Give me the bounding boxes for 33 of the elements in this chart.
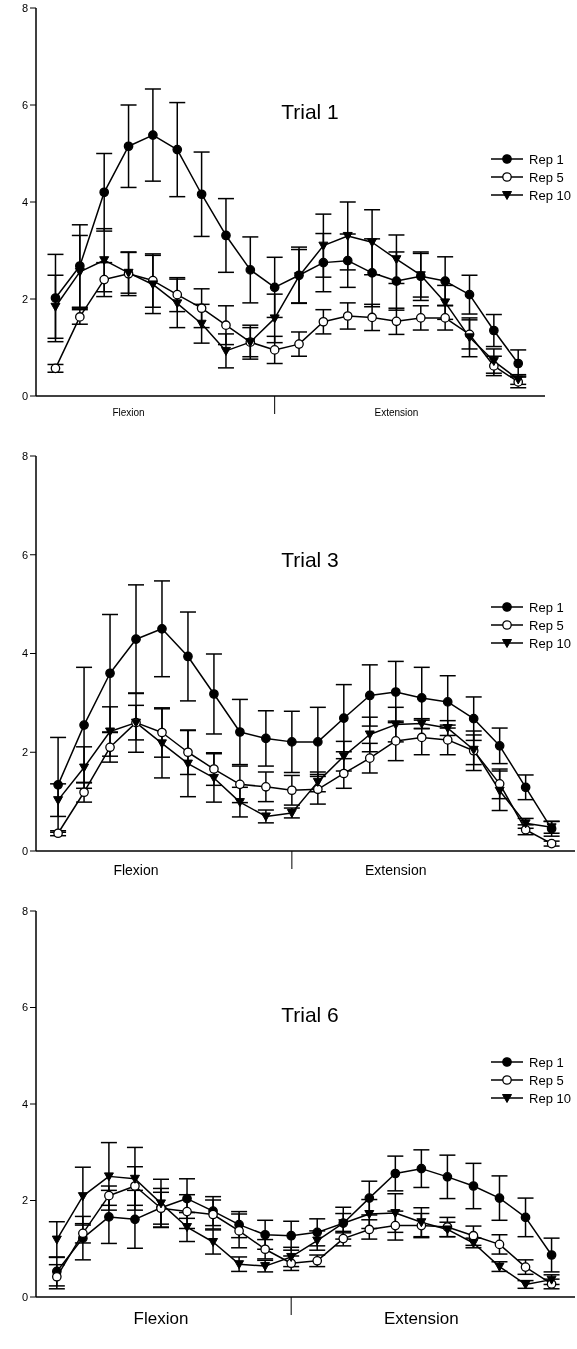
y-tick-label: 0	[21, 1290, 28, 1303]
y-tick-label: 2	[21, 1194, 28, 1207]
y-tick-label: 4	[21, 195, 28, 208]
legend-label: Rep 1	[529, 151, 564, 167]
y-tick-label: 0	[21, 389, 28, 402]
legend-label: Rep 5	[529, 169, 564, 185]
x-tick-label: Flexion	[113, 862, 159, 878]
y-tick-label: 6	[21, 548, 28, 561]
legend-label: Rep 5	[529, 617, 564, 633]
y-tick-label: 4	[21, 647, 28, 660]
text: Trial 3	[280, 548, 340, 572]
legend-label: Rep 5	[529, 1072, 564, 1088]
x-tick-label: Extension	[374, 407, 419, 418]
y-tick-label: 8	[21, 1, 28, 14]
x-tick-label: Flexion	[133, 1309, 189, 1328]
y-tick-label: 2	[21, 746, 28, 759]
x-tick-label: Extension	[365, 862, 427, 878]
y-tick-label: 0	[21, 844, 28, 857]
y-tick-label: 4	[21, 1097, 28, 1110]
text: Trial 6	[280, 1003, 340, 1027]
y-tick-label: 8	[21, 449, 28, 462]
legend-label: Rep 10	[529, 1090, 571, 1106]
legend-label: Rep 1	[529, 1054, 564, 1070]
legend-label: Rep 10	[529, 635, 571, 651]
text: Trial 1	[280, 100, 340, 124]
x-tick-label: Extension	[384, 1309, 459, 1328]
y-tick-label: 2	[21, 292, 28, 305]
y-tick-label: 6	[21, 98, 28, 111]
legend-label: Rep 10	[529, 187, 571, 203]
y-tick-label: 8	[21, 904, 28, 917]
y-tick-label: 6	[21, 1001, 28, 1014]
x-tick-label: Flexion	[112, 407, 145, 418]
legend-label: Rep 1	[529, 599, 564, 615]
